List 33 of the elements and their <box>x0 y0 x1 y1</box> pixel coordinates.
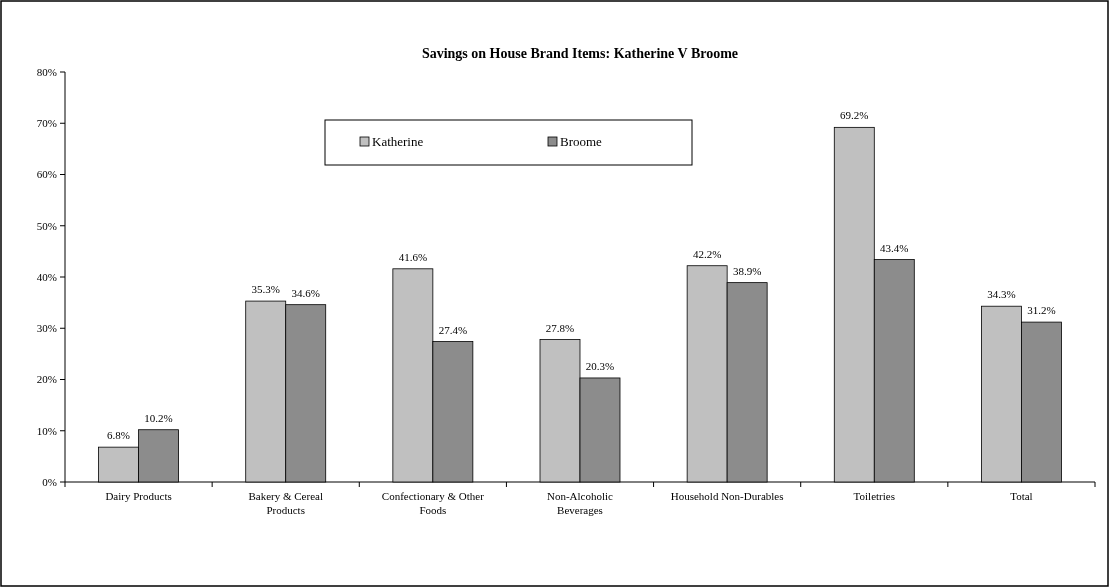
data-label: 41.6% <box>398 250 428 263</box>
data-label: 6.8% <box>107 429 131 442</box>
x-tick-label: Dairy Products <box>105 490 172 502</box>
x-tick-label: Household Non-Durables <box>670 490 784 502</box>
y-tick-label: 20% <box>36 373 57 386</box>
data-label: 34.3% <box>987 288 1016 301</box>
x-tick-label: Bakery & Cereal Products <box>248 490 323 516</box>
data-label: 42.2% <box>692 247 722 260</box>
x-tick-label: Total <box>1010 490 1033 502</box>
data-label: 69.2% <box>840 109 869 122</box>
y-tick-label: 60% <box>36 168 57 181</box>
x-tick-label: Non-Alcoholic Beverages <box>547 490 614 516</box>
chart-title: Savings on House Brand Items: Katherine V Broome <box>421 46 739 61</box>
data-label: 31.2% <box>1027 304 1056 317</box>
legend-label: Broome <box>560 134 603 149</box>
data-label: 20.3% <box>585 359 615 372</box>
x-tick-label: Confectionary & Other Foods <box>381 490 485 516</box>
data-label: 10.2% <box>144 411 173 424</box>
legend-label: Katherine <box>372 134 424 149</box>
data-label: 35.3% <box>251 283 280 296</box>
y-tick-label: 70% <box>36 117 57 130</box>
data-label: 27.4% <box>438 323 468 336</box>
y-tick-label: 30% <box>36 322 57 335</box>
y-tick-label: 80% <box>36 65 57 78</box>
data-label: 38.9% <box>732 264 762 277</box>
y-tick-label: 50% <box>36 219 57 232</box>
y-tick-label: 40% <box>36 270 57 283</box>
data-label: 27.8% <box>545 321 575 334</box>
data-label: 34.6% <box>291 286 320 299</box>
data-label: 43.4% <box>880 241 909 254</box>
y-tick-label: 0% <box>42 475 57 488</box>
y-tick-label: 10% <box>36 424 57 437</box>
x-tick-label: Toiletries <box>853 490 895 502</box>
